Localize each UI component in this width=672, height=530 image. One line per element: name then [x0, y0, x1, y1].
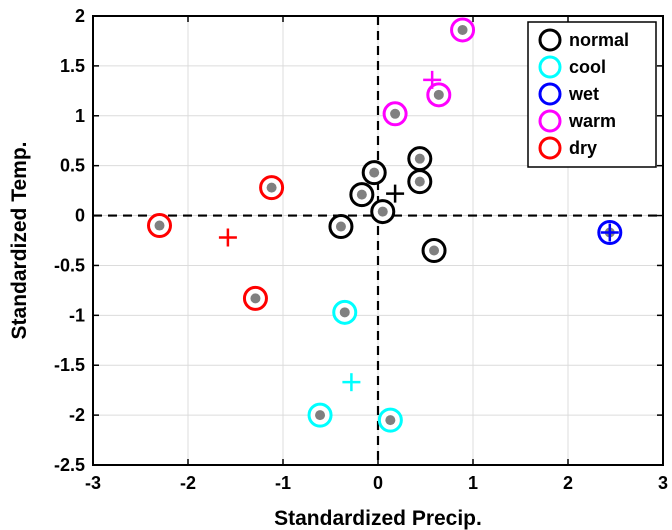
point-center-dot [457, 24, 468, 35]
centroid-cool [342, 373, 361, 392]
x-axis-title: Standardized Precip. [274, 507, 482, 530]
y-tick-label: 1 [75, 106, 85, 126]
axis-ticks: -3 -2 -1 0 1 2 3 -2.5 -2 -1.5 -1 -0.5 0 0.5 1 1.5 2 [54, 6, 668, 493]
legend-label-warm: warm [568, 111, 616, 131]
legend-marker-cool [538, 55, 562, 79]
x-tick-label: -3 [85, 473, 101, 493]
data-point-normal [370, 199, 396, 225]
point-center-dot [250, 293, 261, 304]
data-point-normal [407, 146, 433, 172]
point-center-dot [356, 189, 367, 200]
y-tick-label: 0.5 [60, 156, 85, 176]
x-tick-label: -2 [180, 473, 196, 493]
point-center-dot [335, 221, 346, 232]
y-tick-label: -1 [69, 305, 85, 325]
point-center-dot [390, 108, 401, 119]
point-center-dot [429, 245, 440, 256]
centroid-warm [423, 70, 442, 89]
data-point-warm [382, 101, 408, 127]
legend-label-normal: normal [569, 30, 629, 50]
legend-marker-dry [538, 136, 562, 160]
data-point-cool [377, 407, 403, 433]
y-tick-label: 0 [75, 206, 85, 226]
data-point-warm [450, 17, 476, 43]
data-point-warm [426, 82, 452, 108]
y-tick-label: 1.5 [60, 56, 85, 76]
point-center-dot [414, 176, 425, 187]
data-point-dry [259, 175, 285, 201]
legend-marker-wet [538, 82, 562, 106]
point-center-dot [414, 153, 425, 164]
data-point-dry [242, 285, 268, 311]
legend-label-dry: dry [569, 138, 597, 158]
y-tick-label: -1.5 [54, 355, 85, 375]
x-tick-label: -1 [275, 473, 291, 493]
centroid-markers [218, 70, 619, 392]
x-tick-label: 0 [373, 473, 383, 493]
centroid-dry [218, 228, 237, 247]
x-tick-label: 1 [468, 473, 478, 493]
data-point-normal [407, 169, 433, 195]
legend-label-wet: wet [568, 84, 599, 104]
data-point-dry [147, 213, 172, 239]
y-tick-label: 2 [75, 6, 85, 26]
data-point-normal [421, 237, 447, 263]
x-tick-label: 2 [563, 473, 573, 493]
y-tick-label: -2 [69, 405, 85, 425]
point-center-dot [154, 220, 165, 231]
point-center-dot [369, 167, 380, 178]
y-tick-label: -2.5 [54, 455, 85, 475]
centroid-normal [386, 184, 405, 203]
point-center-dot [266, 182, 277, 193]
data-markers [147, 17, 623, 433]
legend-marker-warm [538, 109, 562, 133]
y-tick-label: -0.5 [54, 255, 85, 275]
legend: normal cool wet warm dry [527, 21, 657, 168]
legend-marker-normal [538, 28, 562, 52]
data-point-cool [307, 402, 333, 428]
point-center-dot [315, 410, 326, 421]
point-center-dot [385, 415, 396, 426]
y-axis-title: Standardized Temp. [8, 142, 31, 340]
point-center-dot [377, 206, 388, 217]
x-tick-label: 3 [658, 473, 668, 493]
point-center-dot [339, 307, 350, 318]
data-point-normal [328, 214, 354, 240]
data-point-normal [361, 160, 387, 186]
data-point-cool [332, 299, 358, 325]
centroid-wet [600, 223, 619, 242]
data-point-normal [349, 182, 375, 208]
point-center-dot [433, 89, 444, 100]
legend-label-cool: cool [569, 57, 606, 77]
